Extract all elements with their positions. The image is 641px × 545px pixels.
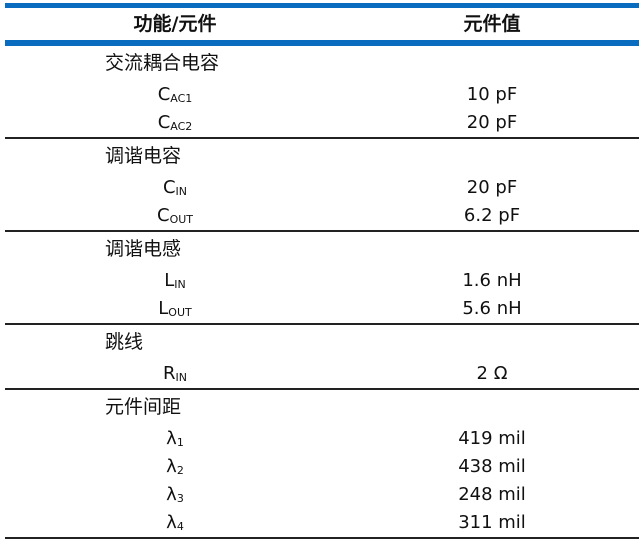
top-rule [5, 3, 639, 8]
section-label: 元件间距 [105, 396, 182, 418]
section-label-row: 跳线 [5, 325, 639, 360]
component-value: 10 pF [466, 84, 518, 105]
component-value: 311 mil [458, 512, 526, 533]
component-value: 20 pF [466, 177, 518, 198]
table-row: COUT 6.2 pF [5, 202, 639, 230]
section-divider [5, 323, 639, 325]
table-header: 功能/元件 元件值 [5, 8, 639, 40]
table-row: λ2 438 mil [5, 453, 639, 481]
symbol-letter: C [157, 84, 171, 105]
section-label-row: 调谐电感 [5, 232, 639, 267]
section-divider [5, 137, 639, 139]
component-value: 2 Ω [476, 363, 508, 384]
section-divider [5, 388, 639, 390]
table-row: CIN 20 pF [5, 174, 639, 202]
symbol-letter: C [156, 205, 170, 226]
symbol-letter: L [158, 298, 169, 319]
symbol-letter: λ [166, 428, 177, 449]
header-function: 功能/元件 [133, 13, 217, 35]
component-symbol: λ3 [5, 481, 345, 513]
symbol-subscript: 3 [176, 492, 184, 505]
component-symbol: λ2 [5, 453, 345, 485]
component-symbol: λ4 [5, 509, 345, 541]
section-divider [5, 537, 639, 539]
table-body: 交流耦合电容 CAC1 10 pF CAC2 20 pF 调谐电容 CIN 20 pF COUT… [5, 46, 639, 539]
component-symbol: LOUT [5, 295, 345, 327]
table-row: CAC2 20 pF [5, 109, 639, 137]
symbol-subscript: 4 [176, 520, 184, 533]
symbol-subscript: IN [174, 278, 186, 291]
symbol-letter: λ [166, 512, 177, 533]
component-value: 20 pF [466, 112, 518, 133]
section-label: 跳线 [105, 331, 144, 353]
table-row: LOUT 5.6 nH [5, 295, 639, 323]
symbol-letter: λ [166, 484, 177, 505]
component-symbol: COUT [5, 202, 345, 234]
table-row: CAC1 10 pF [5, 81, 639, 109]
component-symbol: LIN [5, 267, 345, 299]
component-symbol: λ1 [5, 425, 345, 457]
section-label: 交流耦合电容 [105, 52, 220, 74]
symbol-letter: C [157, 112, 171, 133]
symbol-subscript: OUT [169, 213, 193, 226]
symbol-subscript: 1 [176, 436, 184, 449]
symbol-subscript: AC1 [170, 92, 193, 105]
table-row: RIN 2 Ω [5, 360, 639, 388]
symbol-letter: λ [166, 456, 177, 477]
symbol-subscript: 2 [176, 464, 184, 477]
section-label-row: 元件间距 [5, 390, 639, 425]
section-label: 调谐电容 [105, 145, 182, 167]
component-symbol: CIN [5, 174, 345, 206]
component-value: 6.2 pF [463, 205, 521, 226]
symbol-subscript: OUT [168, 306, 192, 319]
symbol-subscript: IN [175, 371, 187, 384]
table-row: λ3 248 mil [5, 481, 639, 509]
component-value: 5.6 nH [462, 298, 522, 319]
symbol-letter: C [162, 177, 176, 198]
symbol-letter: L [164, 270, 175, 291]
header-rule [5, 40, 639, 46]
component-symbol: CAC1 [5, 81, 345, 113]
component-value: 438 mil [458, 456, 526, 477]
section-label-row: 调谐电容 [5, 139, 639, 174]
section-divider [5, 230, 639, 232]
section-label-row: 交流耦合电容 [5, 46, 639, 81]
component-symbol: CAC2 [5, 109, 345, 141]
component-value: 248 mil [458, 484, 526, 505]
component-value: 419 mil [458, 428, 526, 449]
component-value: 1.6 nH [462, 270, 522, 291]
component-symbol: RIN [5, 360, 345, 392]
section-label: 调谐电感 [105, 238, 182, 260]
symbol-subscript: AC2 [170, 120, 193, 133]
symbol-subscript: IN [175, 185, 188, 198]
header-value: 元件值 [463, 13, 521, 35]
symbol-letter: R [163, 363, 176, 384]
component-table: 功能/元件 元件值 交流耦合电容 CAC1 10 pF CAC2 20 pF 调谐电容 CI… [5, 3, 639, 539]
table-row: LIN 1.6 nH [5, 267, 639, 295]
table-row: λ1 419 mil [5, 425, 639, 453]
table-row: λ4 311 mil [5, 509, 639, 537]
